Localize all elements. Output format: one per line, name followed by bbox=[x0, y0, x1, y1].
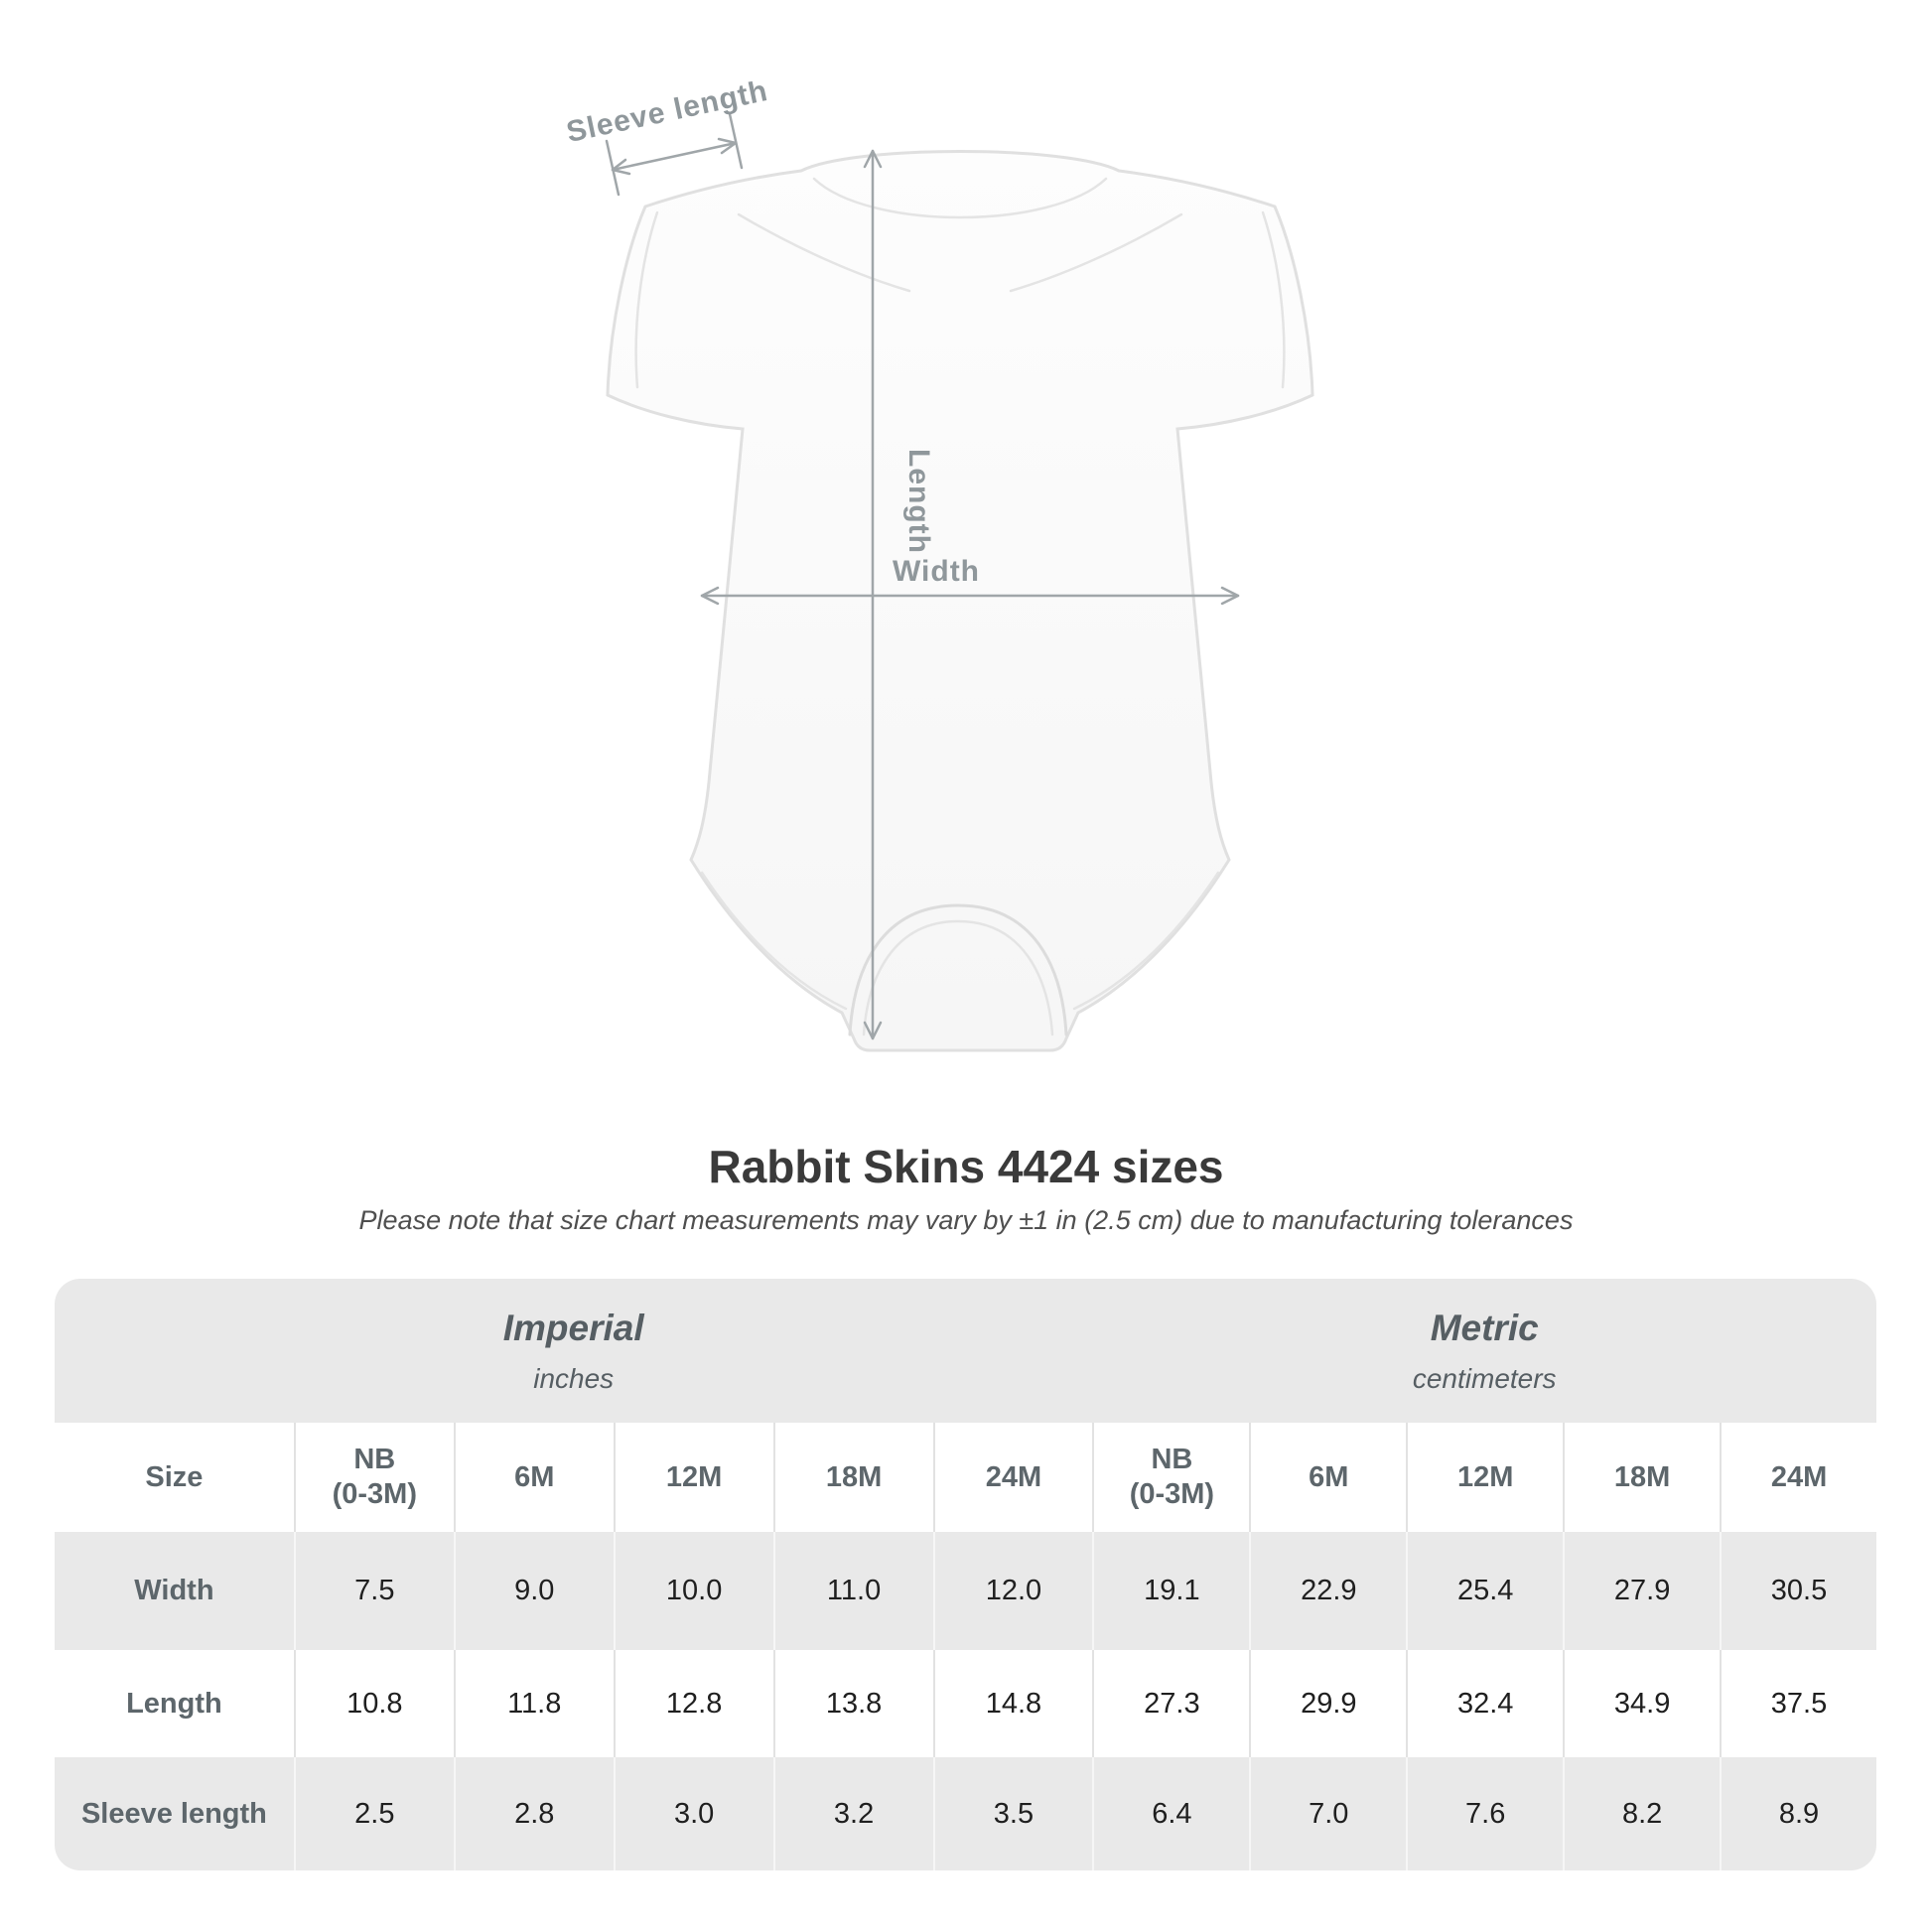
table-cell: 10.8 bbox=[293, 1650, 454, 1757]
bodysuit-diagram: Sleeve length Length Width bbox=[564, 74, 1314, 1052]
metric-units: centimeters bbox=[1412, 1362, 1557, 1394]
table-cell: 9.0 bbox=[453, 1532, 614, 1650]
column-header-line1: NB bbox=[1151, 1444, 1193, 1476]
table-cell: 32.4 bbox=[1406, 1650, 1564, 1757]
column-header: 18M bbox=[1563, 1423, 1721, 1532]
table-cell: 37.5 bbox=[1720, 1650, 1876, 1757]
table-cell: 27.9 bbox=[1563, 1532, 1721, 1650]
table-cell: 2.5 bbox=[293, 1757, 454, 1870]
crotch-flap-inner bbox=[862, 919, 1054, 1036]
length-label: Length bbox=[902, 449, 935, 554]
right-lap-shoulder-seam bbox=[1009, 212, 1183, 293]
width-label: Width bbox=[893, 555, 980, 588]
table-cell: 29.9 bbox=[1249, 1650, 1407, 1757]
table-cell: 11.0 bbox=[772, 1532, 933, 1650]
table-cell: 7.5 bbox=[293, 1532, 454, 1650]
size-table: Imperial inches Metric centimeters Size … bbox=[55, 1279, 1876, 1870]
table-cell: 34.9 bbox=[1563, 1650, 1721, 1757]
column-header: 12M bbox=[1406, 1423, 1564, 1532]
imperial-units: inches bbox=[533, 1362, 615, 1394]
column-header-line2: (0-3M) bbox=[1129, 1478, 1215, 1510]
table-cell: 3.5 bbox=[932, 1757, 1093, 1870]
column-header-line1: 12M bbox=[1457, 1460, 1514, 1493]
width-dimension: Width bbox=[700, 555, 1240, 606]
table-cell: 19.1 bbox=[1092, 1532, 1250, 1650]
row-header-sleeve-length: Sleeve length bbox=[55, 1757, 294, 1870]
left-cuff-hem bbox=[634, 210, 659, 389]
column-header-line1: 24M bbox=[1770, 1460, 1828, 1493]
table-cell: 14.8 bbox=[932, 1650, 1093, 1757]
column-header: 24M bbox=[1720, 1423, 1876, 1532]
column-header: 6M bbox=[1249, 1423, 1407, 1532]
column-header: 12M bbox=[613, 1423, 773, 1532]
collar-seam bbox=[812, 177, 1108, 219]
left-leg-binding bbox=[700, 871, 848, 1011]
row-header-width: Width bbox=[55, 1532, 294, 1650]
right-cuff-hem bbox=[1261, 210, 1286, 389]
table-cell: 27.3 bbox=[1092, 1650, 1250, 1757]
corner-header: Size bbox=[55, 1423, 294, 1532]
sleeve-length-label: Sleeve length bbox=[564, 74, 771, 149]
column-header-line1: 18M bbox=[1613, 1460, 1671, 1493]
column-header-line1: 6M bbox=[1309, 1460, 1349, 1493]
table-cell: 12.0 bbox=[932, 1532, 1093, 1650]
bodysuit-svg: Sleeve length Length Width bbox=[564, 74, 1314, 1052]
column-header: 24M bbox=[932, 1423, 1093, 1532]
table-cell: 13.8 bbox=[772, 1650, 933, 1757]
table-cell: 6.4 bbox=[1092, 1757, 1250, 1870]
table-cell: 3.0 bbox=[613, 1757, 773, 1870]
table-cell: 25.4 bbox=[1406, 1532, 1564, 1650]
column-header-line2: (0-3M) bbox=[332, 1478, 417, 1510]
tolerance-note: Please note that size chart measurements… bbox=[358, 1205, 1574, 1235]
table-cell: 2.8 bbox=[453, 1757, 614, 1870]
column-header-line1: NB bbox=[353, 1444, 396, 1476]
table-cell: 11.8 bbox=[453, 1650, 614, 1757]
column-header: NB (0-3M) bbox=[1092, 1423, 1250, 1532]
column-header-line1: 24M bbox=[985, 1460, 1042, 1493]
column-header-line1: 18M bbox=[825, 1460, 883, 1493]
crotch-flap-outer bbox=[848, 903, 1068, 1036]
column-header: 18M bbox=[772, 1423, 933, 1532]
imperial-group-header: Imperial inches bbox=[55, 1279, 1093, 1423]
table-cell: 12.8 bbox=[613, 1650, 773, 1757]
column-header: NB (0-3M) bbox=[293, 1423, 454, 1532]
column-header: 6M bbox=[453, 1423, 614, 1532]
table-cell: 10.0 bbox=[613, 1532, 773, 1650]
imperial-label: Imperial bbox=[502, 1307, 644, 1348]
column-header-line1: 6M bbox=[514, 1460, 555, 1493]
table-cell: 22.9 bbox=[1249, 1532, 1407, 1650]
metric-group-header: Metric centimeters bbox=[1092, 1279, 1876, 1423]
table-cell: 7.6 bbox=[1406, 1757, 1564, 1870]
row-header-length: Length bbox=[55, 1650, 294, 1757]
table-cell: 8.9 bbox=[1720, 1757, 1876, 1870]
table-cell: 3.2 bbox=[772, 1757, 933, 1870]
metric-label: Metric bbox=[1430, 1307, 1539, 1348]
table-cell: 30.5 bbox=[1720, 1532, 1876, 1650]
left-lap-shoulder-seam bbox=[737, 212, 911, 293]
bodysuit-outline bbox=[606, 150, 1314, 1052]
right-leg-binding bbox=[1072, 871, 1220, 1011]
sleeve-length-dimension: Sleeve length bbox=[564, 74, 771, 197]
table-cell: 7.0 bbox=[1249, 1757, 1407, 1870]
column-header-line1: 12M bbox=[665, 1460, 723, 1493]
page-title: Rabbit Skins 4424 sizes bbox=[708, 1141, 1224, 1192]
table-cell: 8.2 bbox=[1563, 1757, 1721, 1870]
